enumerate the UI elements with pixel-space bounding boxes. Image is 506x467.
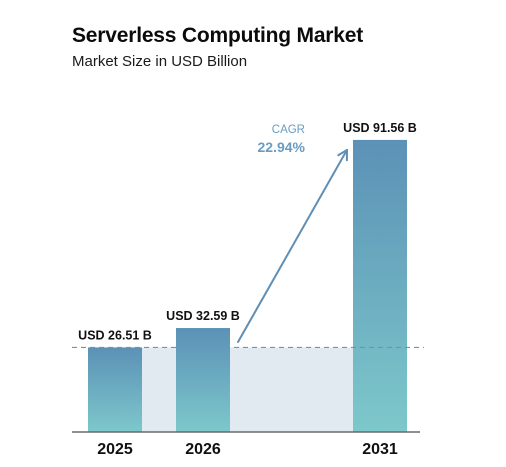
value-label-2025: USD 26.51 B	[78, 328, 152, 342]
bar-2031	[353, 139, 407, 433]
x-tick-label-2026: 2026	[185, 441, 221, 458]
x-tick-label-2031: 2031	[362, 441, 398, 458]
bar-2025	[88, 347, 142, 432]
chart-title: Serverless Computing Market	[72, 24, 364, 47]
value-label-2031: USD 91.56 B	[343, 121, 417, 135]
chart-subtitle: Market Size in USD Billion	[72, 53, 248, 70]
cagr-arrow	[237, 148, 348, 344]
cagr-value: 22.94%	[258, 139, 306, 155]
cagr-label: CAGR	[272, 124, 305, 136]
value-label-2026: USD 32.59 B	[166, 309, 240, 323]
x-tick-label-2025: 2025	[97, 441, 133, 458]
bar-2026	[176, 328, 230, 432]
